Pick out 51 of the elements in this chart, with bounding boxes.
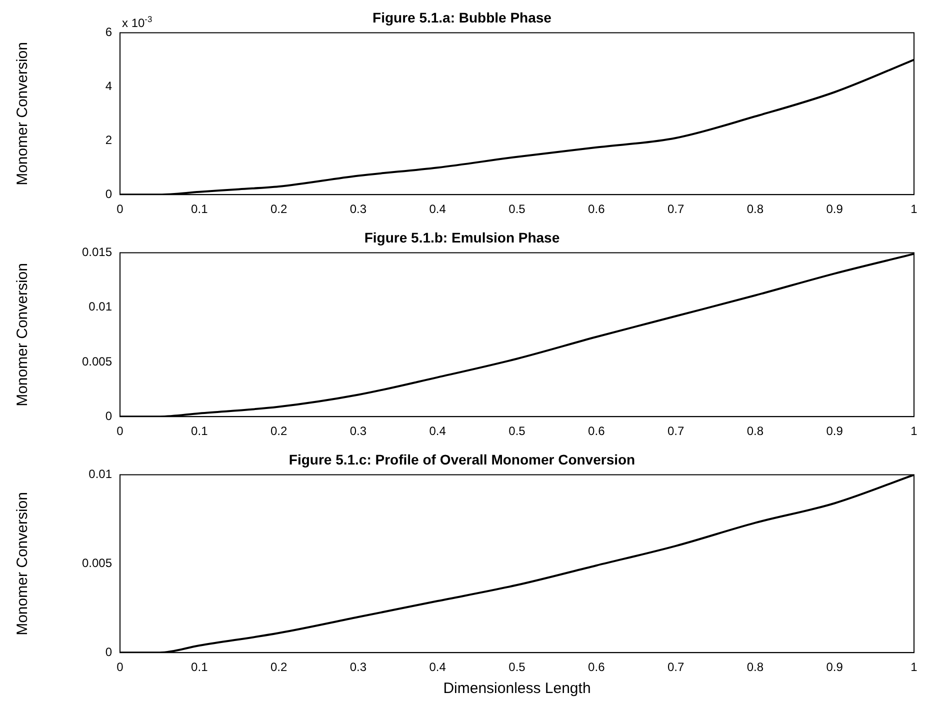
x-tick-label: 1: [910, 202, 918, 216]
x-tick-label: 0: [116, 202, 124, 216]
x-tick-label: 0.6: [588, 660, 606, 674]
x-tick-label: 0.3: [350, 202, 367, 216]
x-tick-label: 0.2: [270, 660, 288, 674]
x-tick-label: 0.7: [667, 202, 684, 216]
y-tick-label: 0: [105, 408, 112, 423]
chart-title: Figure 5.1.c: Profile of Overall Monomer Conversion: [288, 451, 636, 468]
x-tick-label: 0.1: [191, 660, 208, 674]
y-axis-title: Monomer Conversion: [14, 262, 32, 406]
y-tick-label: 0: [105, 644, 112, 659]
x-tick-label: 0.1: [191, 202, 208, 216]
x-tick-label: 0.9: [826, 202, 844, 216]
x-tick-label: 0.6: [588, 424, 606, 438]
x-tick-label: 0.4: [429, 202, 446, 216]
x-tick-label: 0.5: [508, 424, 526, 438]
x-tick-label: 0.3: [350, 660, 367, 674]
x-tick-label: 0.8: [746, 660, 764, 674]
x-tick-label: 0: [116, 424, 124, 438]
x-tick-label: 0.9: [826, 424, 844, 438]
x-tick-label: 0.8: [746, 424, 764, 438]
x-tick-label: 0.2: [270, 202, 288, 216]
y-tick-label: 4: [105, 79, 112, 94]
y-tick-label: 0.01: [88, 467, 112, 482]
y-axis-title: Monomer Conversion: [14, 492, 32, 636]
chart-title: Figure 5.1.b: Emulsion Phase: [364, 229, 560, 246]
x-tick-label: 0: [116, 660, 124, 674]
chart-title: Figure 5.1.a: Bubble Phase: [372, 9, 552, 26]
y-tick-label: 0.01: [88, 300, 112, 314]
x-tick-label: 0.4: [429, 660, 446, 674]
x-tick-label: 0.9: [826, 660, 844, 674]
y-tick-label: 0.005: [82, 556, 112, 570]
x-tick-label: 0.4: [429, 424, 446, 438]
y-axis-title: Monomer Conversion: [14, 42, 32, 186]
x-tick-label: 0.7: [667, 660, 684, 674]
y-tick-label: 6: [105, 25, 112, 40]
y-tick-label: 0.015: [82, 245, 112, 260]
x-tick-label: 0.8: [746, 202, 764, 216]
x-tick-label: 0.6: [588, 202, 606, 216]
x-tick-label: 0.3: [350, 424, 367, 438]
y-tick-label: 0.005: [82, 354, 112, 368]
x-tick-label: 0.7: [667, 424, 684, 438]
y-tick-label: 0: [105, 186, 112, 201]
y-tick-label: 2: [105, 132, 112, 147]
x-tick-label: 1: [910, 424, 918, 438]
x-tick-label: 0.2: [270, 424, 288, 438]
x-tick-label: 0.1: [191, 424, 208, 438]
x-axis-title: Dimensionless Length: [443, 680, 591, 698]
x-tick-label: 1: [910, 660, 918, 674]
x-tick-label: 0.5: [508, 660, 526, 674]
x-tick-label: 0.5: [508, 202, 526, 216]
